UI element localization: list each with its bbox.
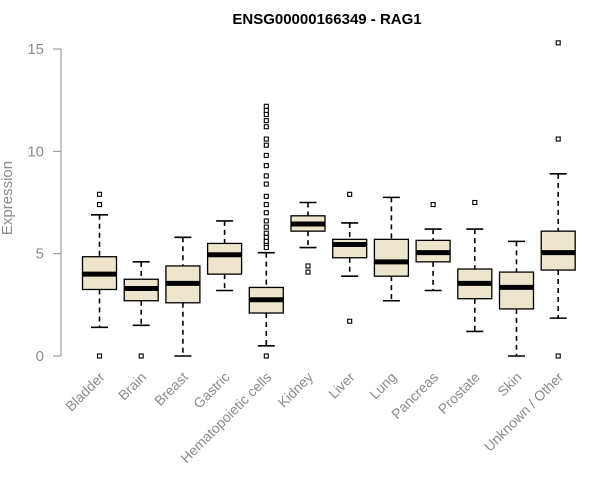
outlier-point <box>263 103 269 109</box>
y-tick-label: 5 <box>36 246 44 263</box>
x-tick-label: Kidney <box>275 369 317 411</box>
x-tick-label: Breast <box>151 369 191 409</box>
outlier-point <box>472 199 478 206</box>
outlier-point <box>263 210 269 216</box>
box-brain <box>123 261 159 359</box>
box-unknown-other <box>540 40 576 359</box>
y-tick-label: 10 <box>27 143 44 160</box>
outlier-point <box>263 107 269 113</box>
outlier-point <box>347 191 353 197</box>
box-iqr <box>206 242 243 275</box>
x-tick-label: Unknown / Other <box>481 369 567 455</box>
outlier-point <box>263 193 269 199</box>
x-tick-label: Brain <box>115 369 149 403</box>
x-tick-label: Prostate <box>435 369 483 417</box>
outlier-point <box>263 142 269 148</box>
y-ticks: 0 5 10 15 <box>27 41 61 365</box>
outlier-point <box>263 152 269 158</box>
outlier-point <box>555 40 561 46</box>
box-iqr <box>373 238 410 277</box>
outlier-point <box>96 353 103 359</box>
outlier-point <box>96 191 103 197</box>
x-tick-label: Bladder <box>62 369 108 415</box>
outlier-point <box>263 230 269 236</box>
box-lung <box>373 196 410 302</box>
plot-area <box>81 40 576 359</box>
outlier-point <box>263 201 269 208</box>
box-bladder <box>81 191 118 359</box>
box-breast <box>165 236 201 357</box>
y-tick-label: 0 <box>36 348 44 365</box>
x-tick-label: Liver <box>325 369 358 402</box>
outlier-point <box>305 263 311 269</box>
box-gastric <box>206 220 243 292</box>
x-tick-label: Lung <box>366 369 399 402</box>
outlier-point <box>263 224 269 230</box>
outlier-point <box>555 353 561 359</box>
box-liver <box>332 191 368 324</box>
outlier-point <box>263 118 269 124</box>
box-kidney <box>290 201 326 275</box>
chart-title: ENSG00000166349 - RAG1 <box>232 11 421 28</box>
outlier-point <box>555 136 561 142</box>
outlier-point <box>263 353 269 359</box>
outlier-point <box>263 244 269 251</box>
outlier-point <box>263 218 269 224</box>
outlier-point <box>138 353 144 359</box>
outlier-point <box>263 181 269 187</box>
outlier-point <box>263 136 269 142</box>
outlier-point <box>263 124 269 130</box>
outlier-point <box>263 234 269 240</box>
outlier-point <box>263 111 269 118</box>
box-skin <box>498 240 535 357</box>
outlier-point <box>430 201 436 208</box>
outlier-point <box>263 238 269 244</box>
outlier-point <box>305 269 311 275</box>
box-prostate <box>457 199 493 333</box>
outlier-point <box>263 163 269 169</box>
y-tick-label: 15 <box>27 41 44 58</box>
x-tick-label: Skin <box>494 369 525 400</box>
outlier-point <box>96 201 103 208</box>
outlier-point <box>347 318 353 324</box>
y-axis-label: Expression <box>0 161 16 235</box>
box-pancreas <box>415 201 451 292</box>
outlier-point <box>263 173 269 179</box>
box-hematopoietic-cells <box>248 103 284 359</box>
box-iqr <box>498 271 535 310</box>
